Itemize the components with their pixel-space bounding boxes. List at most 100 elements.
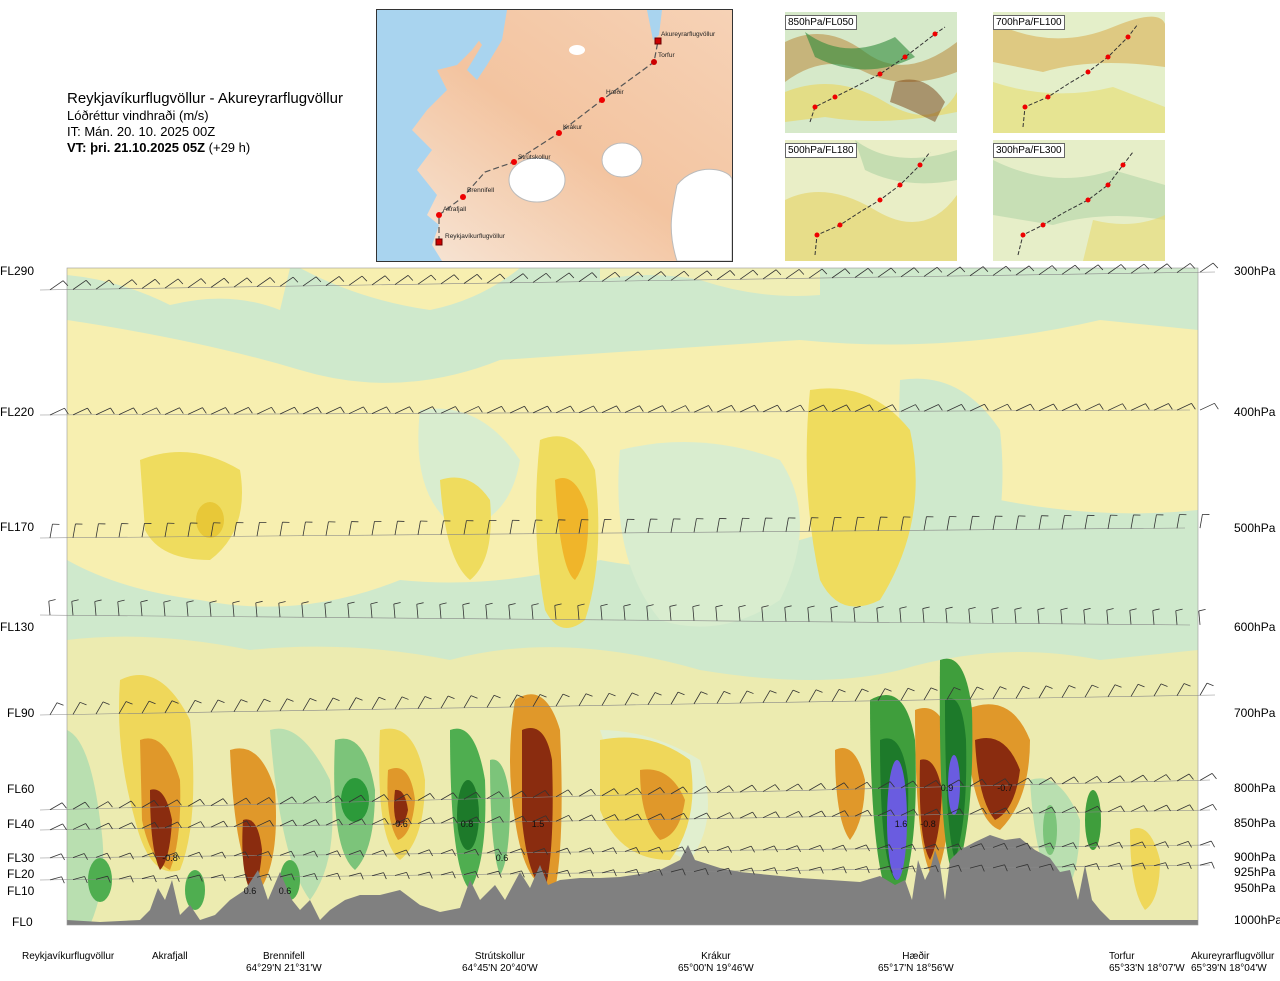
wind-barb-feather bbox=[194, 699, 202, 704]
wind-barb-feather bbox=[384, 818, 389, 825]
wind-barb-feather bbox=[823, 404, 828, 412]
wind-barb-feather bbox=[570, 405, 575, 413]
wind-barb-feather bbox=[1164, 841, 1169, 848]
wind-barb-feather bbox=[727, 846, 732, 853]
wind-barb-staff bbox=[808, 866, 821, 871]
wind-barb-feather bbox=[1076, 403, 1081, 410]
wind-barb-staff bbox=[256, 820, 270, 827]
wind-barb-staff bbox=[785, 866, 798, 871]
wind-barb-feather bbox=[706, 812, 711, 820]
value-label: -0.6 bbox=[392, 819, 408, 829]
wind-barb-staff bbox=[72, 407, 88, 416]
wind-barb-feather bbox=[1118, 841, 1123, 849]
wind-barb-feather bbox=[476, 816, 481, 823]
wind-barb-feather bbox=[890, 809, 895, 816]
wind-barb-feather bbox=[1028, 807, 1033, 814]
wind-barb-staff bbox=[279, 796, 293, 805]
wind-barb-staff bbox=[807, 607, 810, 622]
wind-barb-staff bbox=[624, 787, 638, 796]
wind-barb-staff bbox=[72, 823, 86, 830]
map-label-haedir: Hæðir bbox=[606, 88, 625, 96]
thumbnail-700hpa-map bbox=[993, 12, 1165, 133]
wind-barb-staff bbox=[578, 693, 587, 707]
wind-barb-feather bbox=[796, 845, 801, 853]
wind-barb-feather bbox=[1074, 806, 1079, 813]
wind-barb-feather bbox=[593, 405, 598, 413]
wind-barb-feather bbox=[384, 275, 391, 282]
thumbnail-300hpa[interactable]: 300hPa/FL300 bbox=[993, 140, 1165, 261]
wind-barb-feather bbox=[355, 697, 363, 701]
wind-barb-feather bbox=[378, 696, 386, 701]
wind-barb-staff bbox=[95, 875, 108, 880]
wind-barb-staff bbox=[95, 852, 108, 858]
wind-barb-feather bbox=[889, 866, 893, 873]
wind-barb-staff bbox=[555, 869, 568, 874]
wind-barb-staff bbox=[577, 605, 580, 620]
wind-barb-staff bbox=[486, 848, 499, 854]
wind-barb-staff bbox=[1199, 840, 1212, 846]
wind-barb-staff bbox=[210, 820, 224, 828]
wind-barb-feather bbox=[176, 875, 180, 882]
map-point-akrafjall bbox=[436, 212, 442, 218]
wind-barb-staff bbox=[738, 606, 741, 621]
wind-barb-staff bbox=[279, 819, 293, 827]
wind-barb-staff bbox=[95, 701, 104, 715]
wind-barb-feather bbox=[269, 277, 276, 283]
wind-barb-feather bbox=[407, 275, 414, 281]
thumbnail-850hpa[interactable]: 850hPa/FL050 bbox=[785, 12, 957, 133]
wind-barb-staff bbox=[693, 405, 709, 413]
wind-barb-staff bbox=[739, 269, 754, 280]
wind-barb-feather bbox=[455, 406, 460, 413]
wind-barb-staff bbox=[831, 689, 840, 702]
wind-barb-staff bbox=[118, 800, 132, 809]
wind-barb-staff bbox=[923, 266, 938, 277]
wind-barb-staff bbox=[716, 270, 731, 280]
wind-barb-feather bbox=[1068, 685, 1076, 689]
wind-barb-staff bbox=[877, 267, 892, 278]
wind-barb-feather bbox=[360, 794, 366, 801]
wind-barb-staff bbox=[49, 853, 62, 859]
wind-barb-feather bbox=[807, 605, 815, 608]
wind-barb-staff bbox=[118, 875, 131, 880]
wind-barb-staff bbox=[808, 689, 817, 703]
wind-barb-staff bbox=[762, 867, 775, 872]
wind-barb-feather bbox=[1152, 608, 1160, 611]
wind-barb-feather bbox=[522, 273, 529, 280]
value-label: 0.6 bbox=[279, 886, 292, 896]
wind-barb-staff bbox=[1084, 684, 1093, 698]
wind-barb-staff bbox=[118, 852, 131, 858]
wind-barb-staff bbox=[716, 846, 729, 851]
hpa-label-700: 700hPa bbox=[1234, 706, 1276, 720]
wind-barb-staff bbox=[1084, 403, 1100, 411]
station-name: Torfur bbox=[1109, 951, 1135, 962]
wind-barb-staff bbox=[210, 798, 224, 806]
wind-barb-feather bbox=[1189, 804, 1194, 811]
wind-barb-feather bbox=[654, 692, 662, 696]
wind-barb-staff bbox=[831, 810, 845, 817]
wind-barb-staff bbox=[532, 519, 536, 534]
wind-barb-staff bbox=[601, 693, 610, 706]
wind-barb-staff bbox=[1084, 775, 1098, 784]
wind-barb-staff bbox=[762, 784, 776, 792]
fl-label-fl220: FL220 bbox=[0, 405, 35, 419]
wind-barb-staff bbox=[601, 847, 614, 853]
wind-barb-feather bbox=[271, 407, 276, 414]
wind-barb-staff bbox=[417, 696, 426, 709]
thumbnail-500hpa[interactable]: 500hPa/FL180 bbox=[785, 140, 957, 261]
wind-barb-staff bbox=[1130, 841, 1143, 847]
wind-barb-feather bbox=[704, 846, 709, 854]
thumbnail-700hpa[interactable]: 700hPa/FL100 bbox=[993, 12, 1165, 133]
wind-barb-staff bbox=[325, 850, 338, 856]
wind-barb-staff bbox=[394, 521, 398, 536]
wind-barb-staff bbox=[900, 809, 914, 816]
wind-barb-staff bbox=[877, 844, 890, 850]
wind-barb-feather bbox=[1214, 403, 1219, 410]
wind-barb-staff bbox=[1061, 685, 1070, 698]
wind-barb-staff bbox=[348, 275, 363, 286]
wind-barb-staff bbox=[1176, 861, 1189, 866]
wind-barb-feather bbox=[475, 791, 481, 798]
wind-barb-feather bbox=[125, 701, 133, 705]
wind-barb-feather bbox=[401, 696, 409, 700]
map-label-strutskollur: Strútskollur bbox=[518, 154, 551, 161]
wind-barb-staff bbox=[486, 273, 501, 284]
